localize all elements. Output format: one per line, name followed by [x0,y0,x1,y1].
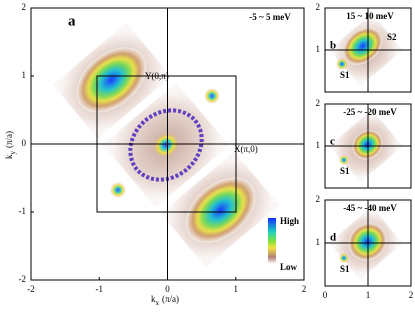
axis-label: ky (π/a) [4,131,17,159]
panel-label: b [330,40,336,52]
y-tick-label: 1 [316,44,321,54]
axis-label-part: x [155,299,159,307]
axis-label-part: k [4,154,14,159]
spot-label: S1 [340,166,350,176]
y-tick-label: -1 [19,206,27,216]
colorbar-label: High [280,216,299,226]
axis-label-part: (π/a) [4,131,14,148]
y-tick-label: 1 [316,140,321,150]
x-tick-label: 2 [409,290,414,300]
x-tick-label: 1 [366,290,371,300]
axis-label-part: (π/a) [162,294,179,304]
panel-label: c [330,136,335,148]
energy-range: -25 ~ -20 meV [343,107,397,117]
inset-heatmaps [329,13,403,280]
energy-range: 15 ~ 10 meV [346,11,394,21]
y-tick-label: 1 [316,237,321,247]
axis-label: kx (π/a) [151,294,179,307]
x-tick-label: -1 [96,284,104,294]
x-tick-label: 1 [234,284,239,294]
axis-label-part: y [9,151,17,155]
point-label: Y(0,π) [145,71,169,81]
axis-label-part: k [151,294,156,304]
y-tick-label: 2 [22,2,27,12]
colorbar-label: Low [280,262,298,272]
y-tick-label: 0 [22,138,27,148]
y-tick-label: -2 [19,274,27,284]
spot-label: S1 [340,264,350,274]
y-tick-label: 2 [316,194,321,204]
heatmap [52,22,280,268]
x-tick-label: 0 [323,290,328,300]
spot-label: S1 [340,70,350,80]
x-tick-label: -2 [27,284,35,294]
y-tick-label: 1 [22,70,27,80]
colorbar [268,218,276,264]
energy-range: -45 ~ -40 meV [343,203,397,213]
y-tick-label: 2 [316,2,321,12]
point-label: X(π,0) [234,144,258,154]
spot-label: S2 [387,32,397,42]
panel-label: d [330,232,336,244]
panel-label: a [68,13,76,29]
y-tick-label: 2 [316,98,321,108]
x-tick-label: 2 [302,284,307,294]
energy-range: -5 ~ 5 meV [249,12,291,22]
x-tick-label: 0 [165,284,170,294]
